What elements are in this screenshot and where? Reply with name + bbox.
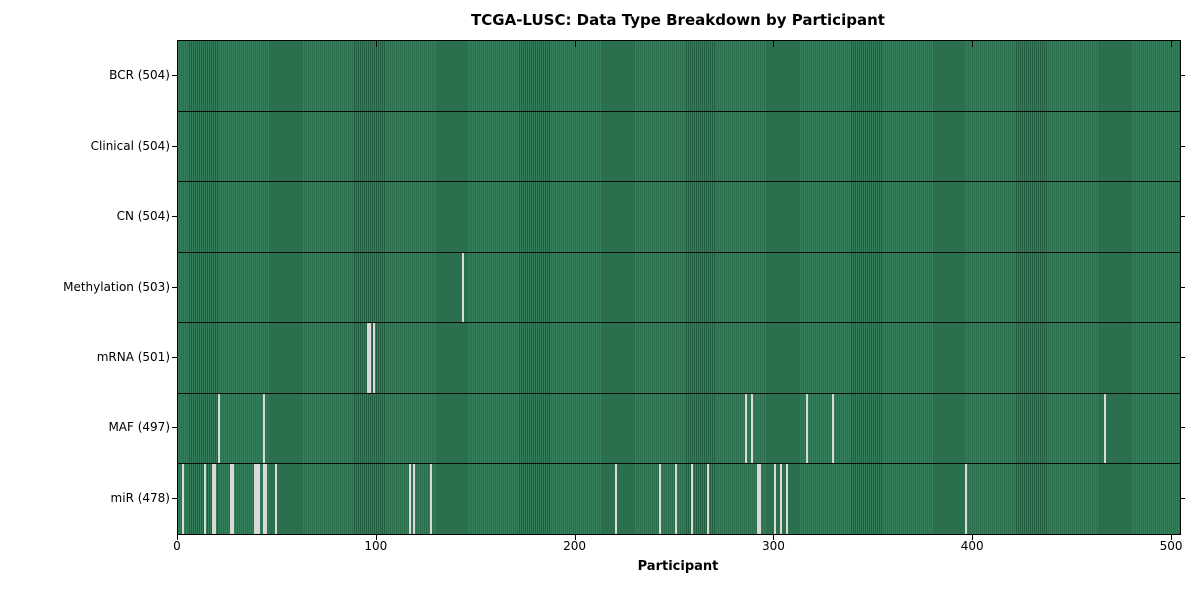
absent-stripe	[690, 464, 693, 535]
absent-stripe	[430, 464, 433, 535]
heatmap-row-BCR	[178, 41, 1180, 112]
absent-stripe	[786, 464, 789, 535]
absent-stripe	[211, 464, 214, 535]
ytick-mark	[1180, 75, 1185, 77]
ytick-label-Clinical: Clinical (504)	[90, 138, 170, 153]
absent-stripe	[255, 464, 258, 535]
absent-stripe	[217, 393, 220, 464]
absent-stripe	[265, 464, 268, 535]
xtick-label-400: 400	[960, 539, 984, 553]
heatmap-row-MAF	[178, 393, 1180, 465]
ytick-mark	[172, 145, 177, 147]
ytick-mark	[172, 75, 177, 77]
ytick-mark	[1180, 145, 1185, 147]
xtick-label-200: 200	[563, 539, 587, 553]
absent-stripe	[756, 464, 759, 535]
xtick-mark	[574, 535, 576, 540]
absent-stripe	[203, 464, 206, 535]
absent-stripe	[253, 464, 256, 535]
heatmap-rows	[178, 41, 1180, 535]
heatmap-row-mRNA	[178, 323, 1180, 394]
absent-stripe	[412, 464, 415, 535]
xtick-label-500: 500	[1159, 539, 1183, 553]
x-axis-title: Participant	[637, 559, 719, 574]
absent-stripe	[774, 464, 777, 535]
absent-stripe	[758, 464, 761, 535]
xtick-mark	[972, 535, 974, 540]
ytick-label-CN: CN (504)	[116, 209, 170, 224]
ytick-mark	[172, 497, 177, 499]
absent-stripe	[213, 464, 216, 535]
xtick-mark-top	[375, 41, 377, 47]
absent-stripe	[229, 464, 232, 535]
ytick-mark	[1180, 427, 1185, 429]
absent-stripe	[806, 393, 809, 464]
absent-stripe	[366, 323, 369, 393]
absent-stripe	[275, 464, 278, 535]
absent-stripe	[706, 464, 709, 535]
ytick-mark	[172, 356, 177, 358]
absent-stripe	[659, 464, 662, 535]
plot-area: Present Absent	[177, 40, 1181, 535]
ytick-mark	[172, 427, 177, 429]
heatmap-row-miR	[178, 464, 1180, 535]
xtick-mark	[773, 535, 775, 540]
ytick-label-Methylation: Methylation (503)	[63, 279, 170, 294]
absent-stripe	[832, 393, 835, 464]
xtick-mark	[177, 535, 178, 540]
absent-stripe	[181, 464, 184, 535]
absent-stripe	[263, 393, 266, 464]
xtick-mark-top	[972, 41, 974, 47]
xtick-label-300: 300	[761, 539, 785, 553]
xtick-mark	[375, 535, 377, 540]
chart-title: TCGA-LUSC: Data Type Breakdown by Partic…	[471, 11, 885, 29]
absent-stripe	[231, 464, 234, 535]
xtick-mark	[1171, 535, 1173, 540]
ytick-label-mRNA: mRNA (501)	[96, 349, 170, 364]
absent-stripe	[372, 323, 375, 393]
xtick-mark-top	[574, 41, 576, 47]
xtick-label-100: 100	[364, 539, 388, 553]
absent-stripe	[750, 393, 753, 464]
ytick-mark	[1180, 497, 1185, 499]
ytick-label-MAF: MAF (497)	[108, 420, 170, 435]
ytick-mark	[1180, 356, 1185, 358]
absent-stripe	[780, 464, 783, 535]
ytick-mark	[172, 286, 177, 288]
absent-stripe	[462, 252, 465, 323]
absent-stripe	[744, 393, 747, 464]
ytick-label-BCR: BCR (504)	[109, 68, 170, 83]
ytick-mark	[172, 216, 177, 218]
xtick-label-0: 0	[173, 539, 181, 553]
absent-stripe	[368, 323, 371, 393]
heatmap-row-Clinical	[178, 111, 1180, 183]
ytick-label-miR: miR (478)	[110, 490, 170, 505]
absent-stripe	[408, 464, 411, 535]
absent-stripe	[675, 464, 677, 535]
heatmap-row-CN	[178, 182, 1180, 253]
xtick-mark-top	[773, 41, 775, 47]
ytick-mark	[1180, 216, 1185, 218]
absent-stripe	[615, 464, 618, 535]
heatmap-row-Methylation	[178, 252, 1180, 324]
ytick-mark	[1180, 286, 1185, 288]
absent-stripe	[263, 464, 266, 535]
xtick-mark-top	[1171, 41, 1173, 47]
absent-stripe	[965, 464, 968, 535]
absent-stripe	[257, 464, 260, 535]
absent-stripe	[1104, 393, 1107, 464]
